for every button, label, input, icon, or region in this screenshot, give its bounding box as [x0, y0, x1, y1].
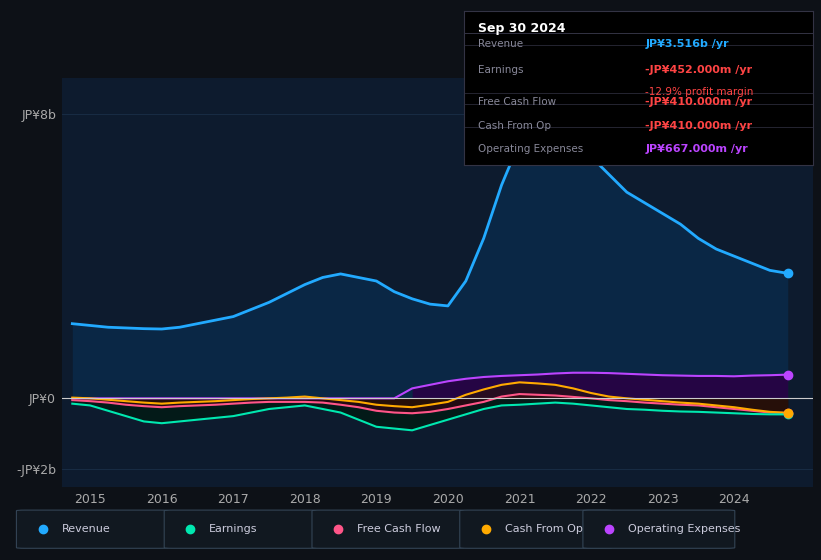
Text: JP¥3.516b /yr: JP¥3.516b /yr	[645, 39, 729, 49]
FancyBboxPatch shape	[312, 510, 464, 548]
Text: Cash From Op: Cash From Op	[478, 120, 551, 130]
Text: Free Cash Flow: Free Cash Flow	[478, 97, 556, 108]
FancyBboxPatch shape	[16, 510, 168, 548]
Text: Revenue: Revenue	[478, 39, 523, 49]
FancyBboxPatch shape	[460, 510, 612, 548]
Text: Operating Expenses: Operating Expenses	[478, 144, 583, 153]
Text: Revenue: Revenue	[62, 524, 110, 534]
Text: -JP¥410.000m /yr: -JP¥410.000m /yr	[645, 97, 752, 108]
Text: -JP¥452.000m /yr: -JP¥452.000m /yr	[645, 65, 752, 75]
Text: Free Cash Flow: Free Cash Flow	[357, 524, 441, 534]
FancyBboxPatch shape	[583, 510, 735, 548]
FancyBboxPatch shape	[164, 510, 316, 548]
Text: Operating Expenses: Operating Expenses	[628, 524, 741, 534]
Text: Sep 30 2024: Sep 30 2024	[478, 22, 566, 35]
Text: Cash From Op: Cash From Op	[505, 524, 583, 534]
Text: JP¥667.000m /yr: JP¥667.000m /yr	[645, 144, 748, 153]
Text: -12.9% profit margin: -12.9% profit margin	[645, 87, 754, 97]
Text: Earnings: Earnings	[209, 524, 258, 534]
Text: Earnings: Earnings	[478, 65, 523, 75]
Text: -JP¥410.000m /yr: -JP¥410.000m /yr	[645, 120, 752, 130]
